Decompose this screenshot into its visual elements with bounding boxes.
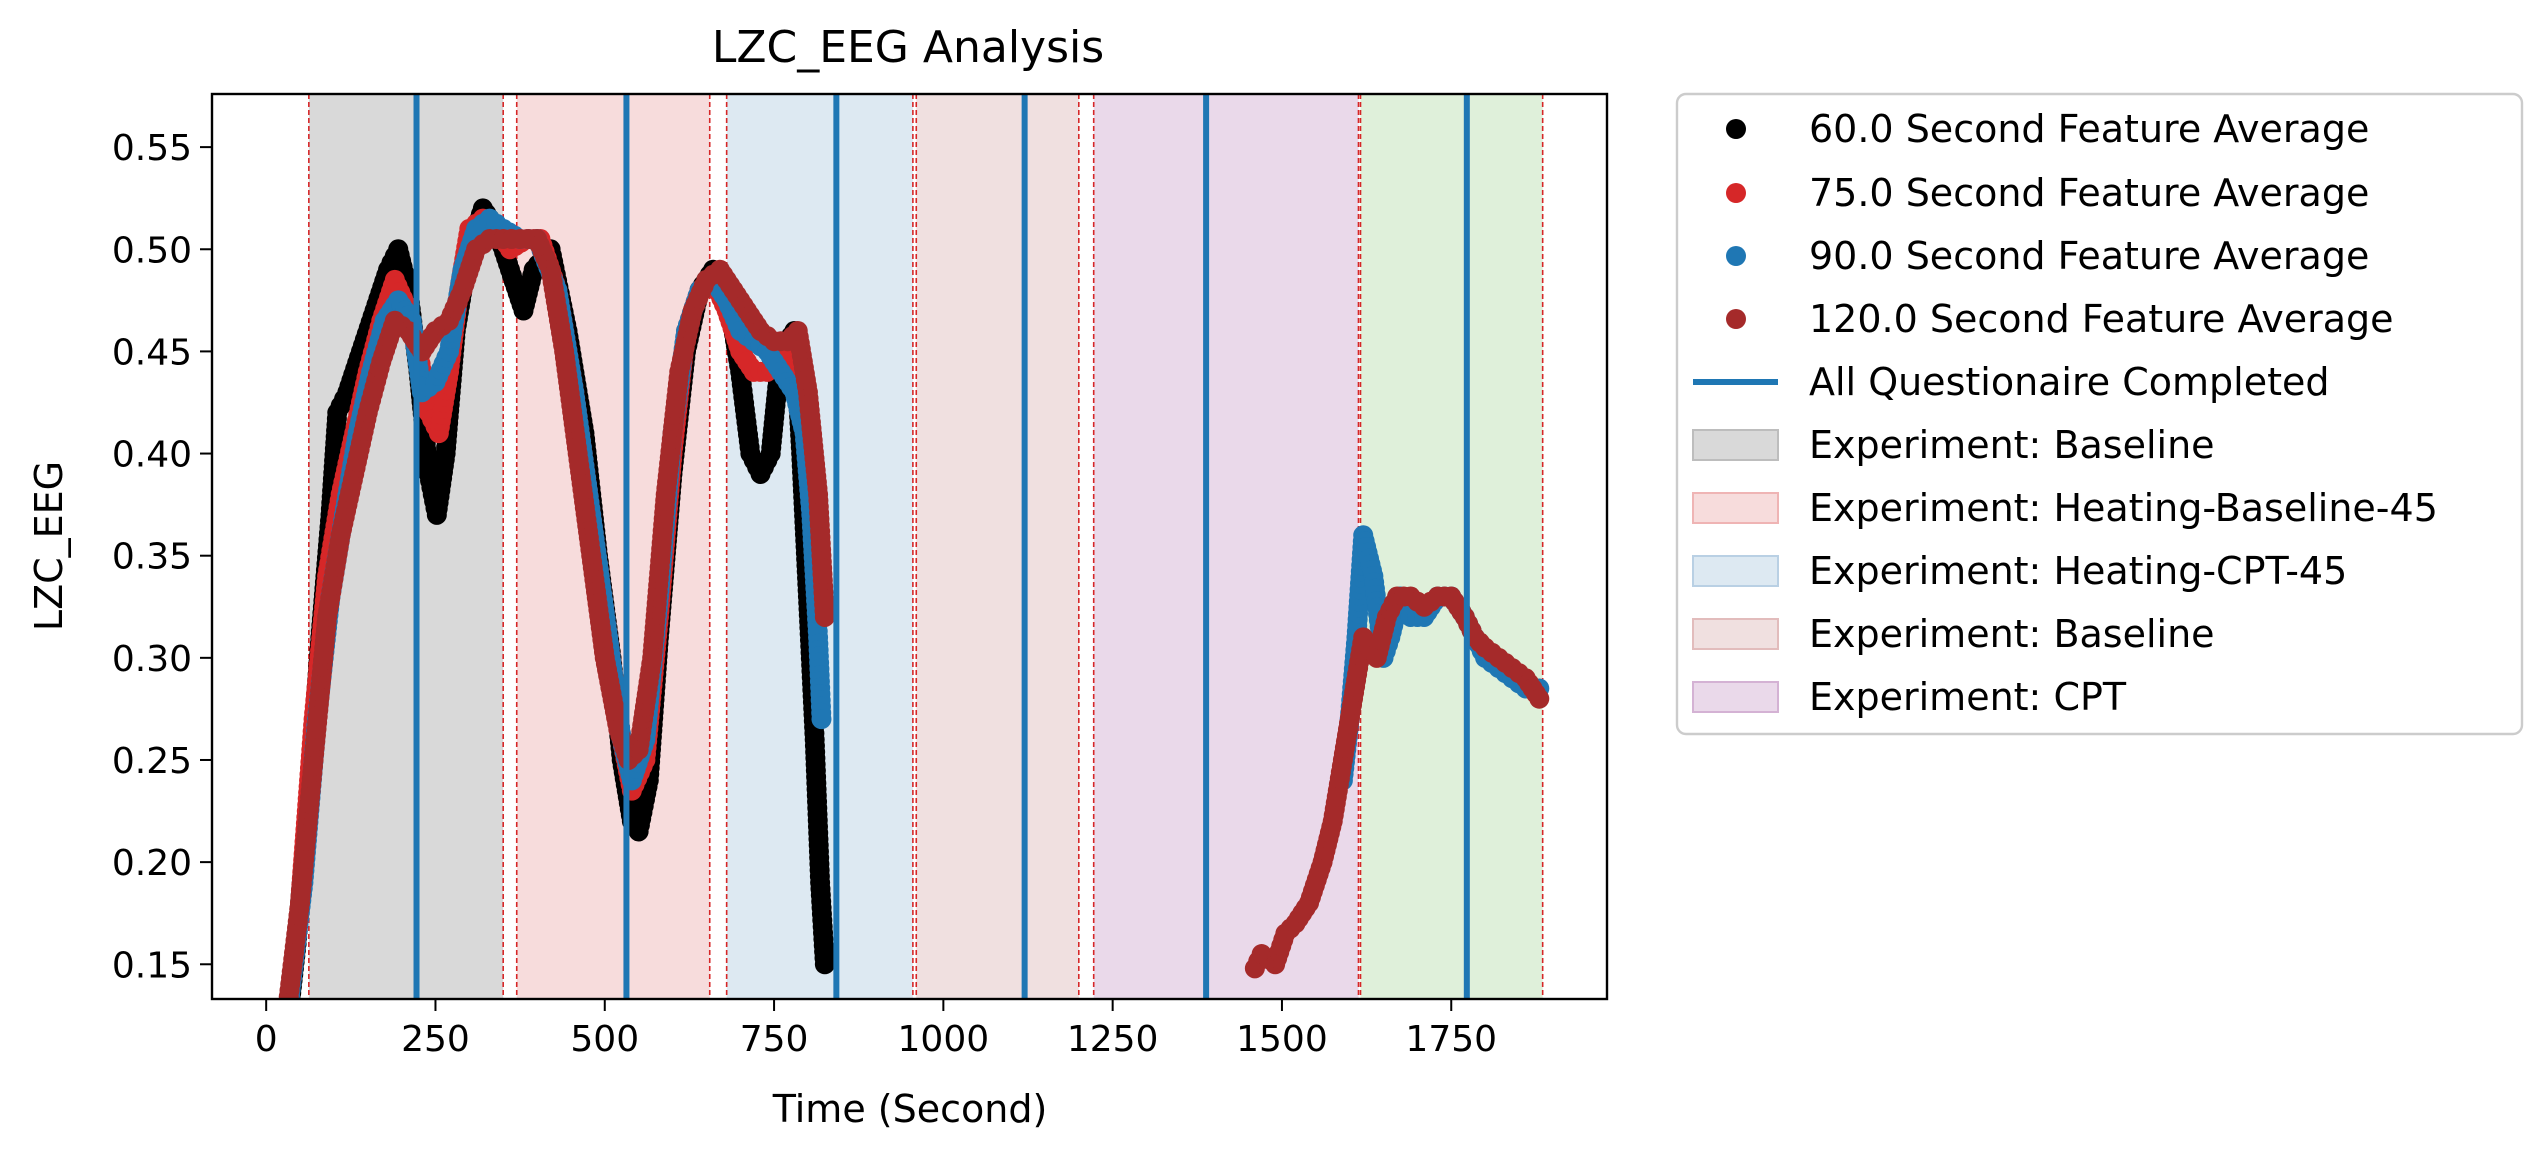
legend-frame bbox=[1675, 92, 2524, 736]
legend-swatch-baseline-2 bbox=[1692, 618, 1779, 650]
data-point bbox=[1529, 688, 1550, 709]
x-tick-label: 1750 bbox=[1405, 1019, 1497, 1060]
legend-marker-series-60 bbox=[1726, 119, 1746, 139]
data-series bbox=[278, 198, 1550, 999]
y-tick-label: 0.15 bbox=[112, 945, 192, 986]
legend-marker-series-120 bbox=[1726, 309, 1746, 329]
x-axis-ticks: 0 250 500 750 1000 1250 1500 1750 bbox=[255, 999, 1497, 1060]
x-tick-label: 1250 bbox=[1067, 1019, 1159, 1060]
legend-label-questionnaire: All Questionaire Completed bbox=[1809, 360, 2330, 404]
x-axis-label: Time (Second) bbox=[772, 1087, 1048, 1131]
legend: 60.0 Second Feature Average 75.0 Second … bbox=[1675, 92, 2524, 736]
legend-marker-series-75 bbox=[1726, 183, 1746, 203]
x-tick-label: 0 bbox=[255, 1019, 278, 1060]
legend-label-baseline: Experiment: Baseline bbox=[1809, 423, 2215, 467]
series-3 bbox=[278, 229, 1550, 999]
x-tick-label: 1500 bbox=[1236, 1019, 1328, 1060]
y-tick-label: 0.55 bbox=[112, 128, 192, 169]
experiment-region bbox=[916, 94, 1079, 999]
y-axis-ticks: 0.15 0.20 0.25 0.30 0.35 0.40 0.45 0.50 0.55 bbox=[112, 128, 212, 986]
y-tick-label: 0.20 bbox=[112, 843, 192, 884]
legend-swatch-baseline bbox=[1692, 429, 1779, 461]
x-tick-label: 250 bbox=[401, 1019, 470, 1060]
experiment-region bbox=[1360, 94, 1543, 999]
legend-label-series-75: 75.0 Second Feature Average bbox=[1809, 171, 2369, 215]
data-point bbox=[814, 954, 835, 975]
y-tick-label: 0.25 bbox=[112, 741, 192, 782]
chart-title: LZC_EEG Analysis bbox=[712, 22, 1104, 73]
legend-swatch-cpt bbox=[1692, 681, 1779, 713]
legend-label-series-90: 90.0 Second Feature Average bbox=[1809, 234, 2369, 278]
y-tick-label: 0.50 bbox=[112, 230, 192, 271]
legend-label-series-60: 60.0 Second Feature Average bbox=[1809, 107, 2369, 151]
legend-label-heating-baseline-45: Experiment: Heating-Baseline-45 bbox=[1809, 486, 2438, 530]
legend-swatch-heating-cpt-45 bbox=[1692, 555, 1779, 587]
y-tick-label: 0.40 bbox=[112, 435, 192, 476]
experiment-region bbox=[1093, 94, 1359, 999]
y-tick-label: 0.45 bbox=[112, 332, 192, 373]
data-point bbox=[811, 709, 832, 730]
y-tick-label: 0.35 bbox=[112, 537, 192, 578]
y-tick-label: 0.30 bbox=[112, 639, 192, 680]
plot-area bbox=[278, 94, 1550, 999]
x-tick-label: 1000 bbox=[898, 1019, 990, 1060]
legend-label-series-120: 120.0 Second Feature Average bbox=[1809, 297, 2394, 341]
plot-frame bbox=[210, 92, 1609, 1001]
legend-marker-series-90 bbox=[1726, 246, 1746, 266]
y-axis-label: LZC_EEG bbox=[27, 461, 71, 631]
x-tick-label: 750 bbox=[740, 1019, 809, 1060]
questionnaire-lines bbox=[413, 94, 1470, 999]
data-point bbox=[814, 606, 835, 627]
experiment-region bbox=[516, 94, 710, 999]
legend-swatch-heating-baseline-45 bbox=[1692, 492, 1779, 524]
legend-label-baseline-2: Experiment: Baseline bbox=[1809, 612, 2215, 656]
legend-label-heating-cpt-45: Experiment: Heating-CPT-45 bbox=[1809, 549, 2347, 593]
x-tick-label: 500 bbox=[570, 1019, 639, 1060]
legend-label-cpt: Experiment: CPT bbox=[1809, 675, 2127, 719]
